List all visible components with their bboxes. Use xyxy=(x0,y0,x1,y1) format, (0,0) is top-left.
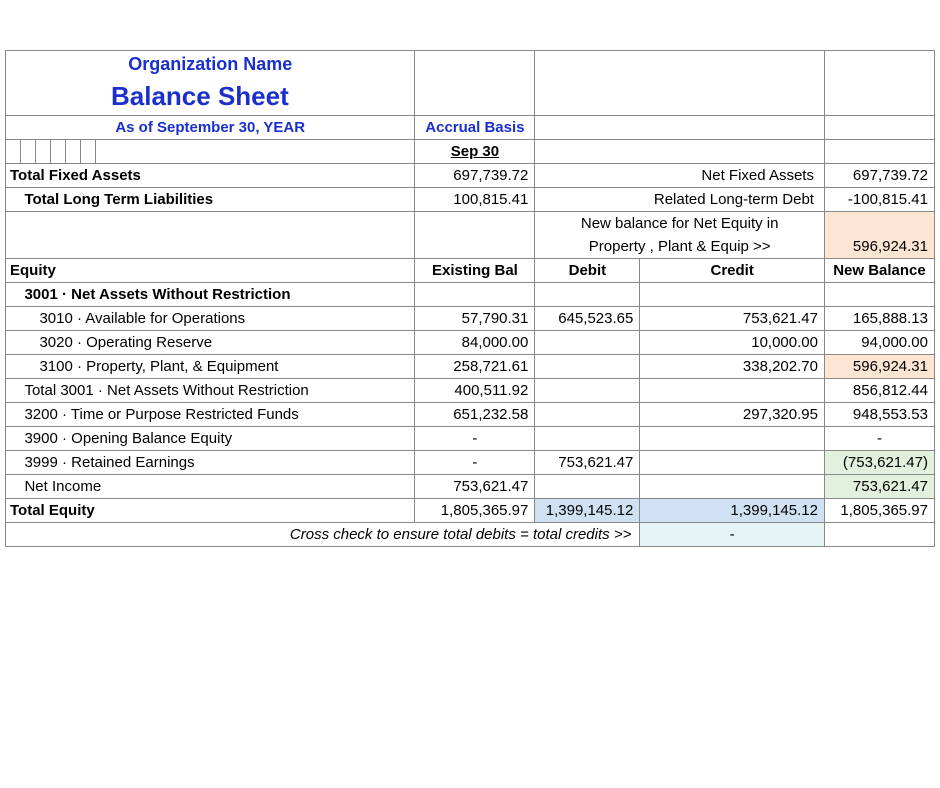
row-org-name: Organization Name xyxy=(6,51,935,79)
col-credit: Credit xyxy=(640,259,825,283)
row-3900: 3900 · Opening Balance Equity - - xyxy=(6,427,935,451)
row-3200: 3200 · Time or Purpose Restricted Funds … xyxy=(6,403,935,427)
val-3200-c1: 651,232.58 xyxy=(415,403,535,427)
val-3010-c4: 165,888.13 xyxy=(824,307,934,331)
row-fixed-assets: Total Fixed Assets 697,739.72 Net Fixed … xyxy=(6,164,935,188)
lt-liabilities-value: 100,815.41 xyxy=(415,188,535,212)
val-toteq-c2: 1,399,145.12 xyxy=(535,499,640,523)
label-3200: 3200 · Time or Purpose Restricted Funds xyxy=(20,403,414,427)
val-netinc-c1: 753,621.47 xyxy=(415,475,535,499)
net-fixed-assets-value: 697,739.72 xyxy=(824,164,934,188)
val-3010-c2: 645,523.65 xyxy=(535,307,640,331)
val-3100-c3: 338,202.70 xyxy=(640,355,825,379)
row-net-equity-label1: New balance for Net Equity in xyxy=(6,212,935,236)
val-3010-c3: 753,621.47 xyxy=(640,307,825,331)
cross-check-value: - xyxy=(640,523,825,547)
col-debit: Debit xyxy=(535,259,640,283)
val-3100-c4: 596,924.31 xyxy=(824,355,934,379)
as-of-date: As of September 30, YEAR xyxy=(10,119,410,136)
val-total-3001-c1: 400,511.92 xyxy=(415,379,535,403)
val-3900-c4: - xyxy=(824,427,934,451)
net-equity-label1: New balance for Net Equity in xyxy=(535,212,825,236)
row-3001: 3001 · Net Assets Without Restriction xyxy=(6,283,935,307)
row-net-equity-label2: Property , Plant & Equip >> 596,924.31 xyxy=(6,235,935,259)
label-3020: 3020 · Operating Reserve xyxy=(35,331,415,355)
val-3020-c1: 84,000.00 xyxy=(415,331,535,355)
label-3900: 3900 · Opening Balance Equity xyxy=(20,427,414,451)
row-3010: 3010 · Available for Operations 57,790.3… xyxy=(6,307,935,331)
label-3999: 3999 · Retained Earnings xyxy=(20,451,414,475)
row-total-3001: Total 3001 · Net Assets Without Restrict… xyxy=(6,379,935,403)
row-3020: 3020 · Operating Reserve 84,000.00 10,00… xyxy=(6,331,935,355)
net-equity-value: 596,924.31 xyxy=(824,235,934,259)
label-total-equity: Total Equity xyxy=(6,499,415,523)
net-equity-label2: Property , Plant & Equip >> xyxy=(535,235,825,259)
val-3100-c1: 258,721.61 xyxy=(415,355,535,379)
col-existing-bal: Existing Bal xyxy=(415,259,535,283)
val-3999-c1: - xyxy=(415,451,535,475)
row-3100: 3100 · Property, Plant, & Equipment 258,… xyxy=(6,355,935,379)
cross-check-label: Cross check to ensure total debits = tot… xyxy=(6,523,640,547)
col-new-balance: New Balance xyxy=(824,259,934,283)
val-3999-c2: 753,621.47 xyxy=(535,451,640,475)
label-3010: 3010 · Available for Operations xyxy=(35,307,415,331)
row-total-equity: Total Equity 1,805,365.97 1,399,145.12 1… xyxy=(6,499,935,523)
row-cross-check: Cross check to ensure total debits = tot… xyxy=(6,523,935,547)
row-date-hdr: Sep 30 xyxy=(6,140,935,164)
val-total-3001-c4: 856,812.44 xyxy=(824,379,934,403)
lt-liabilities-label: Total Long Term Liabilities xyxy=(20,188,414,212)
val-3020-c4: 94,000.00 xyxy=(824,331,934,355)
val-3200-c3: 297,320.95 xyxy=(640,403,825,427)
fixed-assets-label: Total Fixed Assets xyxy=(6,164,415,188)
label-total-3001: Total 3001 · Net Assets Without Restrict… xyxy=(20,379,414,403)
val-toteq-c4: 1,805,365.97 xyxy=(824,499,934,523)
val-3200-c4: 948,553.53 xyxy=(824,403,934,427)
related-lt-debt-value: -100,815.41 xyxy=(824,188,934,212)
row-3999: 3999 · Retained Earnings - 753,621.47 (7… xyxy=(6,451,935,475)
org-name: Organization Name xyxy=(10,54,410,75)
val-3010-c1: 57,790.31 xyxy=(415,307,535,331)
row-net-income: Net Income 753,621.47 753,621.47 xyxy=(6,475,935,499)
val-3020-c3: 10,000.00 xyxy=(640,331,825,355)
val-3900-c1: - xyxy=(415,427,535,451)
basis-label: Accrual Basis xyxy=(415,116,535,140)
sheet-title: Balance Sheet xyxy=(111,81,289,111)
equity-header: Equity xyxy=(6,259,415,283)
val-toteq-c3: 1,399,145.12 xyxy=(640,499,825,523)
row-asof: As of September 30, YEAR Accrual Basis xyxy=(6,116,935,140)
row-lt-liabilities: Total Long Term Liabilities 100,815.41 R… xyxy=(6,188,935,212)
row-col-headers: Equity Existing Bal Debit Credit New Bal… xyxy=(6,259,935,283)
val-netinc-c4: 753,621.47 xyxy=(824,475,934,499)
date-header: Sep 30 xyxy=(415,140,535,164)
val-toteq-c1: 1,805,365.97 xyxy=(415,499,535,523)
balance-sheet-table: Organization Name Balance Sheet As of Se… xyxy=(5,50,935,547)
row-title: Balance Sheet xyxy=(6,78,935,116)
val-3999-c4: (753,621.47) xyxy=(824,451,934,475)
net-fixed-assets-label: Net Fixed Assets xyxy=(535,164,825,188)
label-net-income: Net Income xyxy=(20,475,414,499)
related-lt-debt-label: Related Long-term Debt xyxy=(535,188,825,212)
fixed-assets-value: 697,739.72 xyxy=(415,164,535,188)
label-3100: 3100 · Property, Plant, & Equipment xyxy=(35,355,415,379)
label-3001: 3001 · Net Assets Without Restriction xyxy=(20,283,414,307)
